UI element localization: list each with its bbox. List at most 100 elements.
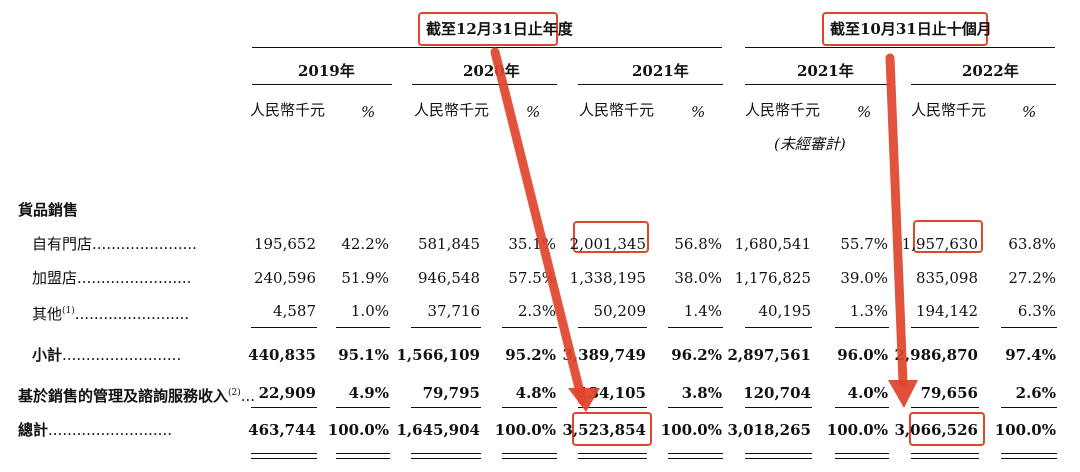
- cell-others-2019-rmb: 4,587: [273, 302, 316, 320]
- unit-rmb-2021-ten-month: 人民幣千元: [745, 101, 821, 119]
- footnote-mark: (1): [62, 306, 75, 316]
- double-rule-top-2020-pct: [502, 453, 557, 454]
- double-rule-top-2022-pct: [1001, 453, 1057, 454]
- arrow-fy-head: [568, 388, 600, 412]
- cell-total-2019-rmb: 463,744: [248, 421, 316, 439]
- row-label-dots: .........................: [62, 346, 182, 364]
- cell-service-2019-pct: 4.9%: [348, 384, 389, 402]
- arrow-ten-month-head: [888, 380, 918, 408]
- cell-service-2020-rmb: 79,795: [422, 384, 480, 402]
- cell-service-2021-pct: 3.8%: [681, 384, 722, 402]
- cell-service-2019-rmb: 22,909: [258, 384, 316, 402]
- cell-total-2019-pct: 100.0%: [327, 421, 389, 439]
- fy-period-header: 截至12月31日止年度: [426, 20, 573, 38]
- cell-own-store-2021tm-rmb: 1,680,541: [734, 235, 811, 253]
- unit-pct-2021: %: [691, 103, 706, 121]
- subtotal-rule-2020-pct: [502, 327, 557, 328]
- row-label-service-income: 基於銷售的管理及諮詢服務收入(2)...: [18, 384, 255, 405]
- double-rule-bot-2021tm-pct: [835, 458, 889, 459]
- unit-rmb-2022: 人民幣千元: [911, 101, 987, 119]
- cell-own-store-2020-rmb: 581,845: [417, 235, 480, 253]
- cell-others-2019-pct: 1.0%: [350, 302, 389, 320]
- fy-header-highlight: [418, 12, 558, 46]
- cell-franchise-2020-rmb: 946,548: [417, 269, 480, 287]
- total-2021-highlight: [572, 412, 652, 446]
- subtotal-rule-2020-rmb: [411, 327, 481, 328]
- cell-franchise-2021-rmb: 1,338,195: [569, 269, 646, 287]
- row-label-text: 小計: [32, 346, 63, 364]
- year-header-2022: 2022年: [962, 62, 1019, 80]
- total-2022-highlight: [909, 412, 985, 446]
- cell-total-2022-pct: 100.0%: [994, 421, 1056, 439]
- cell-others-2021-pct: 1.4%: [683, 302, 722, 320]
- subtotal-rule-2022-pct: [1001, 327, 1057, 328]
- cell-subtotal-2021-pct: 96.2%: [671, 346, 722, 364]
- cell-others-2020-pct: 2.3%: [517, 302, 556, 320]
- row-label-own-store: 自有門店......................: [32, 235, 197, 253]
- cell-subtotal-2022-rmb: 2,986,870: [894, 346, 978, 364]
- cell-franchise-2021tm-pct: 39.0%: [840, 269, 888, 287]
- unit-pct-2020: %: [526, 103, 541, 121]
- own-store-2021-highlight: [573, 221, 649, 253]
- row-label-total: 總計..........................: [18, 421, 172, 439]
- cell-subtotal-2019-rmb: 440,835: [248, 346, 316, 364]
- cell-total-2021tm-pct: 100.0%: [826, 421, 888, 439]
- total-rule-2021tm-pct: [835, 407, 889, 408]
- row-label-text: 加盟店: [32, 269, 78, 287]
- subtotal-rule-2021tm-pct: [835, 327, 889, 328]
- cell-service-2021tm-pct: 4.0%: [847, 384, 888, 402]
- cell-total-2021-rmb: 3,523,854: [562, 421, 646, 439]
- row-label-others: 其他(1)........................: [32, 302, 189, 323]
- cell-subtotal-2021tm-pct: 96.0%: [837, 346, 888, 364]
- unit-rmb-2021: 人民幣千元: [579, 101, 655, 119]
- cell-others-2020-rmb: 37,716: [427, 302, 481, 320]
- cell-franchise-2021tm-rmb: 1,176,825: [734, 269, 811, 287]
- double-rule-bot-2020-rmb: [411, 458, 481, 459]
- cell-own-store-2021tm-pct: 55.7%: [840, 235, 888, 253]
- unit-rmb-2019: 人民幣千元: [250, 101, 326, 119]
- ten-month-header-rule: [745, 47, 1055, 48]
- double-rule-top-2021tm-rmb: [745, 453, 812, 454]
- cell-franchise-2021-pct: 38.0%: [674, 269, 722, 287]
- double-rule-top-2020-rmb: [411, 453, 481, 454]
- cell-service-2020-pct: 4.8%: [515, 384, 556, 402]
- double-rule-top-2021tm-pct: [835, 453, 889, 454]
- row-label-text: 基於銷售的管理及諮詢服務收入: [18, 387, 229, 405]
- cell-subtotal-2020-pct: 95.2%: [505, 346, 556, 364]
- double-rule-top-2019-rmb: [251, 453, 317, 454]
- total-rule-2022-pct: [1001, 407, 1057, 408]
- subtotal-rule-2021-rmb: [578, 327, 647, 328]
- subtotal-rule-2021tm-rmb: [745, 327, 812, 328]
- unit-rmb-2020: 人民幣千元: [414, 101, 490, 119]
- section-title: 貨品銷售: [18, 201, 79, 219]
- year-header-2021: 2021年: [632, 62, 689, 80]
- cell-service-2022-pct: 2.6%: [1015, 384, 1056, 402]
- double-rule-bot-2022-rmb: [911, 458, 979, 459]
- year-rule-2020: [412, 84, 557, 85]
- total-rule-2021-pct: [668, 407, 723, 408]
- row-label-text: 總計: [18, 421, 49, 439]
- double-rule-bot-2019-rmb: [251, 458, 317, 459]
- ten-month-header-highlight: [822, 12, 988, 46]
- arrow-ten-month-to-total: [885, 53, 908, 387]
- double-rule-bot-2022-pct: [1001, 458, 1057, 459]
- year-rule-2021: [578, 84, 723, 85]
- double-rule-bot-2021-rmb: [578, 458, 647, 459]
- total-rule-2021tm-rmb: [745, 407, 812, 408]
- subtotal-rule-2021-pct: [668, 327, 723, 328]
- cell-others-2022-rmb: 194,142: [915, 302, 978, 320]
- unit-pct-2022: %: [1022, 103, 1037, 121]
- year-rule-2021-ten-month: [745, 84, 890, 85]
- cell-others-2022-pct: 6.3%: [1017, 302, 1056, 320]
- year-header-2021-ten-month: 2021年: [797, 62, 854, 80]
- row-label-franchise: 加盟店........................: [32, 269, 191, 287]
- row-label-dots: ........................: [77, 269, 192, 287]
- total-rule-2019-pct: [336, 407, 390, 408]
- cell-total-2021tm-rmb: 3,018,265: [727, 421, 811, 439]
- ten-month-period-header: 截至10月31日止十個月: [830, 20, 992, 38]
- cell-subtotal-2021tm-rmb: 2,897,561: [727, 346, 811, 364]
- row-label-dots: ...: [240, 387, 256, 405]
- year-rule-2019: [252, 84, 392, 85]
- double-rule-bot-2020-pct: [502, 458, 557, 459]
